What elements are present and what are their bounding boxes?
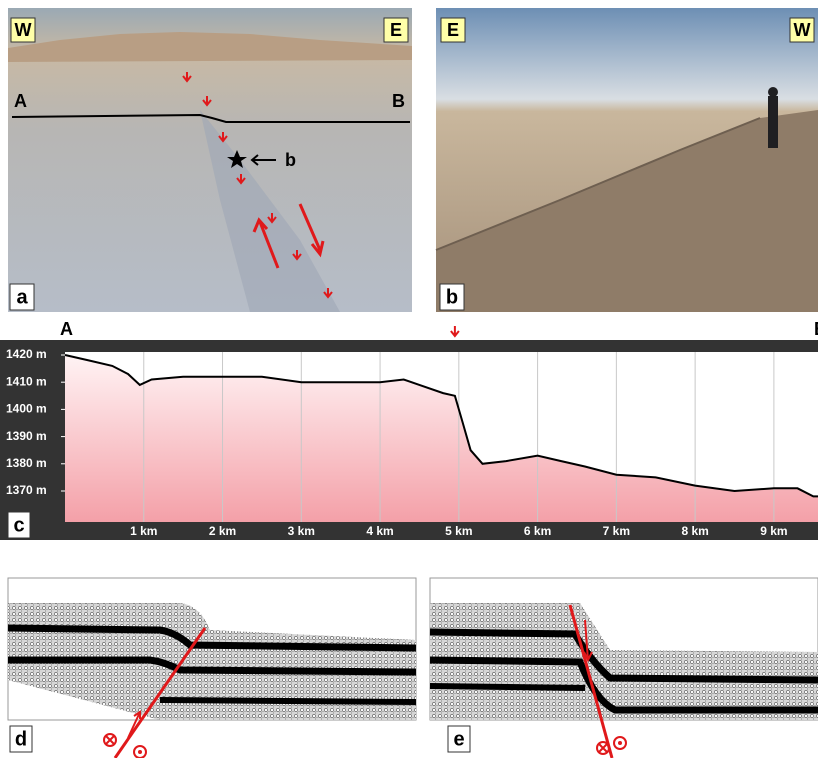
end-label: B: [392, 91, 405, 111]
left-label: E: [447, 20, 459, 40]
x-tick-label: 5 km: [445, 524, 472, 538]
panel-a: b A B W E a: [8, 8, 412, 312]
area: [65, 355, 818, 522]
panel-c: A B c 1 km 2 km 3 km 4 km 5 km 6 km 7 km 8 km 9 …: [0, 319, 818, 540]
panel-label: d: [15, 728, 27, 750]
x-tick-label: 3 km: [288, 524, 315, 538]
x-tick-label: 1 km: [130, 524, 157, 538]
panel-d: d: [7, 577, 417, 758]
x-tick-label: 2 km: [209, 524, 236, 538]
right-label: W: [794, 20, 811, 40]
x-tick-label: 6 km: [524, 524, 551, 538]
x-tick-label: 8 km: [681, 524, 708, 538]
star: [227, 150, 247, 168]
pointer-arrow: [250, 154, 276, 166]
panel-label: c: [13, 514, 24, 536]
arrows: [182, 72, 333, 299]
panel-label: b: [446, 286, 458, 308]
x-tick-label: 4 km: [366, 524, 393, 538]
west-label: W: [15, 20, 32, 40]
panel-e: e: [429, 577, 818, 758]
ridge: [8, 32, 412, 62]
y-tick-label: 1410 m: [6, 374, 47, 388]
dune: [436, 110, 818, 312]
panel-label: a: [16, 286, 28, 308]
profile-line: [11, 113, 410, 123]
x-tick-label: 7 km: [603, 524, 630, 538]
end-label: B: [814, 319, 818, 339]
x-tick-label: 9 km: [760, 524, 787, 538]
y-tick-label: 1420 m: [6, 347, 47, 361]
pointer-label: b: [285, 150, 296, 170]
y-tick-label: 1370 m: [6, 483, 47, 497]
start-label: A: [60, 319, 73, 339]
person: [768, 96, 778, 148]
east-label: E: [390, 20, 402, 40]
profile-line: [64, 354, 818, 498]
y-tick-label: 1400 m: [6, 402, 47, 416]
panel-label: e: [453, 728, 464, 750]
fault-marker: [450, 326, 460, 338]
start-label: A: [14, 91, 27, 111]
panel-b: E W b: [435, 8, 818, 312]
y-tick-label: 1390 m: [6, 429, 47, 443]
y-tick-label: 1380 m: [6, 456, 47, 470]
